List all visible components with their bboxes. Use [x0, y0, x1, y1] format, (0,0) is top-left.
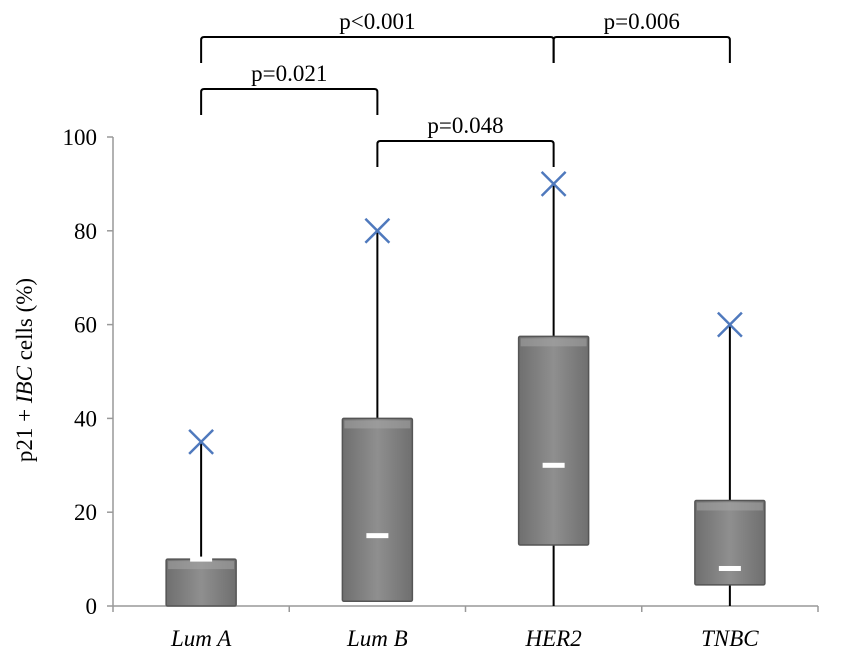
significance-bracket	[200, 36, 555, 63]
y-tick-label: 80	[74, 219, 97, 244]
mean-marker-stroke	[188, 428, 215, 455]
p-value-label: p=0.021	[251, 61, 327, 86]
x-category-label: TNBC	[701, 626, 759, 651]
median-marker	[190, 556, 213, 562]
y-tick-label: 100	[63, 125, 98, 150]
median-marker	[542, 462, 565, 468]
p-value-label: p<0.001	[339, 9, 415, 34]
mean-marker	[188, 428, 215, 455]
y-tick-label: 40	[74, 406, 97, 431]
mean-marker-stroke	[364, 217, 391, 244]
boxes-group	[165, 171, 766, 607]
box-iqr	[694, 499, 766, 586]
y-axis-label-part-0: p21 +	[12, 403, 37, 462]
box-iqr	[517, 335, 590, 546]
significance-bracket	[552, 36, 731, 63]
axes-group: 0 20 40 60 80 100 Lum A Lum B HER2 TNBC	[63, 125, 819, 651]
box-bevel	[168, 561, 235, 570]
p-value-label: p=0.048	[427, 113, 503, 138]
significance-bracket	[200, 88, 379, 115]
y-axis-label: p21 + IBC cells (%)	[12, 278, 37, 462]
x-category-label: Lum A	[170, 626, 232, 651]
mean-marker-stroke	[716, 311, 743, 338]
y-tick-label: 0	[86, 594, 98, 619]
y-tick-label: 20	[74, 500, 97, 525]
box-bevel	[344, 420, 411, 429]
mean-marker	[364, 217, 391, 244]
median-marker	[366, 533, 389, 539]
x-category-label: Lum B	[346, 626, 408, 651]
mean-marker	[716, 311, 743, 338]
box-bevel	[696, 502, 763, 511]
y-tick-label: 60	[74, 313, 97, 338]
x-category-label: HER2	[525, 626, 582, 651]
mean-marker-stroke	[540, 171, 567, 197]
y-axis-label-part-2: cells (%)	[12, 278, 37, 366]
mean-marker	[540, 171, 567, 197]
p-value-label: p=0.006	[604, 9, 680, 34]
y-axis-label-part-1: IBC	[12, 365, 37, 404]
significance-brackets: p<0.001 p=0.006 p=0.021 p=0.048	[200, 9, 731, 167]
box-iqr	[341, 417, 414, 603]
box-bevel	[520, 338, 587, 347]
median-marker	[718, 565, 741, 571]
significance-bracket	[376, 140, 555, 167]
